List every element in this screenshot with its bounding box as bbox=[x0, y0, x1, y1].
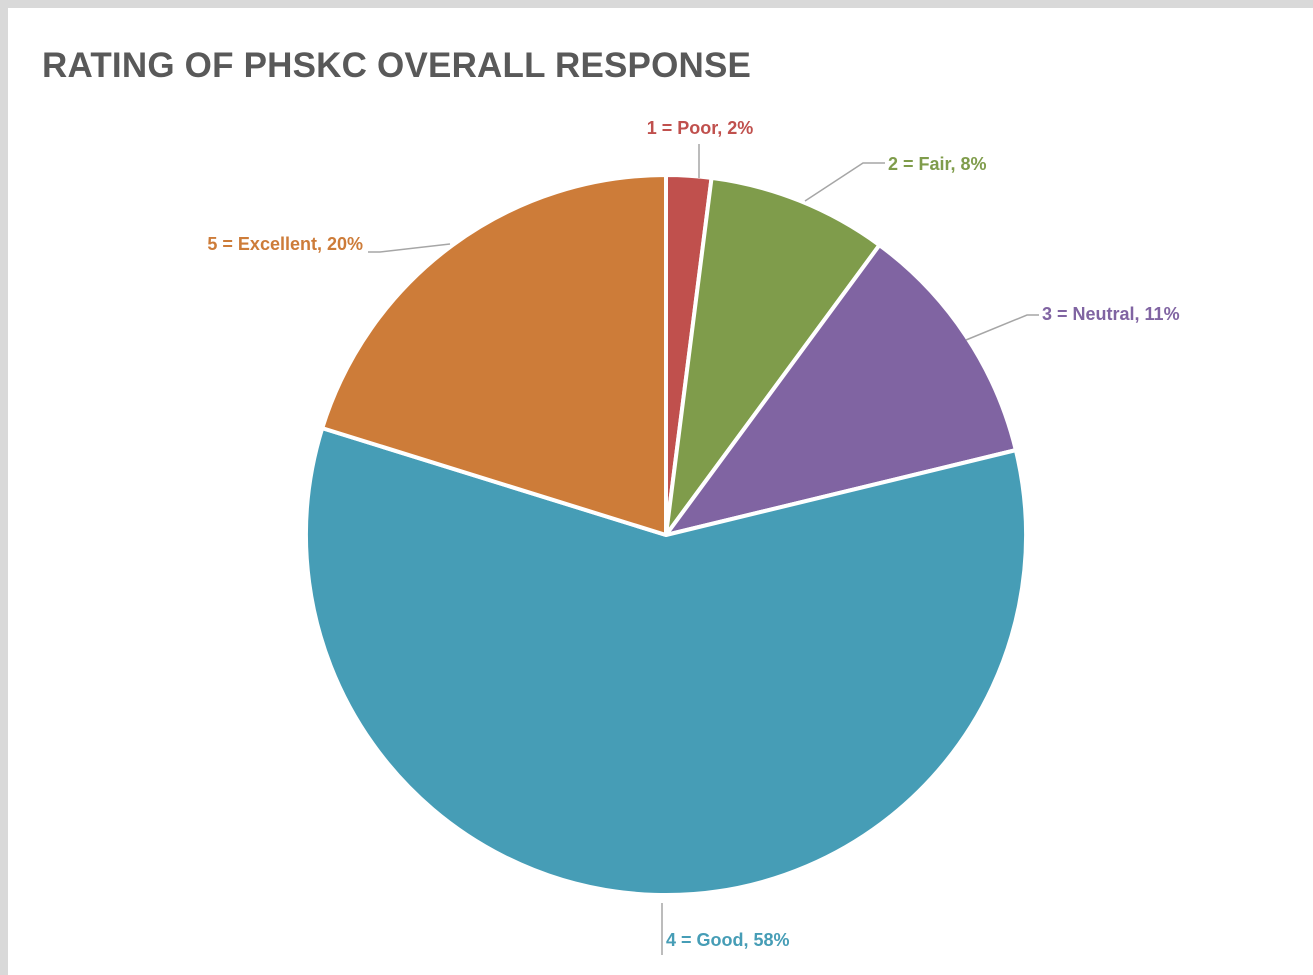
pie-chart: 1 = Poor, 2% 2 = Fair, 8% 3 = Neutral, 11%… bbox=[207, 118, 1180, 955]
pie-slice-fair bbox=[664, 175, 882, 537]
pie-slice-excellent bbox=[320, 173, 668, 537]
leader-line-2 bbox=[804, 162, 885, 202]
data-label-poor: 1 = Poor, 2% bbox=[647, 118, 754, 138]
data-labels: 1 = Poor, 2% 2 = Fair, 8% 3 = Neutral, 11%… bbox=[207, 118, 1179, 950]
leader-line-5 bbox=[368, 243, 451, 253]
pie-slices bbox=[304, 173, 1028, 897]
data-label-neutral: 3 = Neutral, 11% bbox=[1042, 304, 1180, 324]
data-label-good: 4 = Good, 58% bbox=[666, 930, 790, 950]
pie-slice-neutral bbox=[664, 243, 1018, 537]
leader-lines bbox=[368, 144, 1039, 955]
pie-slice-good bbox=[304, 426, 1028, 897]
data-label-excellent: 5 = Excellent, 20% bbox=[207, 234, 363, 254]
chart-title: RATING OF PHSKC OVERALL RESPONSE bbox=[42, 46, 752, 85]
leader-line-3 bbox=[965, 314, 1039, 341]
data-label-fair: 2 = Fair, 8% bbox=[888, 154, 987, 174]
